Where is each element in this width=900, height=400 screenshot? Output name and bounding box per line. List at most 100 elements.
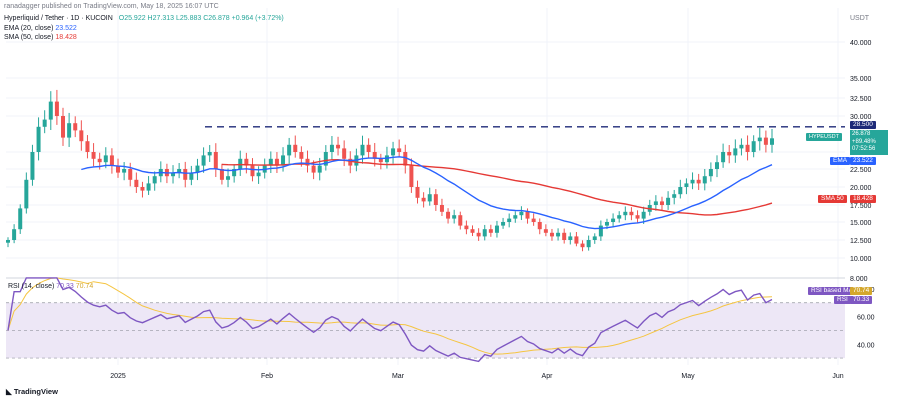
candle-body (293, 144, 298, 152)
candle (708, 162, 713, 182)
candle (623, 206, 628, 221)
rsi-ma-badge: 70.74 (850, 287, 873, 295)
candle-body (134, 179, 139, 187)
candle-body (409, 165, 414, 187)
candle (128, 162, 133, 187)
tv-logo-icon: ◣ (6, 387, 12, 396)
candle-body (702, 176, 707, 184)
candle-body (329, 144, 334, 152)
candle (446, 208, 451, 224)
candle-body (507, 218, 512, 222)
rsi-legend-label: RSI (14, close) (8, 283, 55, 290)
candle (116, 158, 121, 178)
candle-body (427, 194, 432, 202)
candle (684, 178, 689, 195)
candle-body (372, 152, 377, 159)
candle-body (562, 232, 567, 240)
candle-body (403, 152, 408, 166)
candle-body (439, 205, 444, 212)
bar-timer: 07:52:56 (852, 146, 876, 152)
candle-body (684, 183, 689, 187)
candle (287, 137, 292, 164)
candle-body (482, 229, 487, 237)
rsi-legend[interactable]: RSI (14, close) 70.33 70.74 (8, 282, 93, 291)
candle (336, 136, 341, 156)
candle (488, 224, 493, 237)
candle (666, 191, 671, 210)
candle (519, 206, 524, 221)
candle-body (446, 211, 451, 219)
candle-body (201, 155, 206, 166)
ema-legend-value: 23.522 (55, 25, 77, 32)
rsi-ma-tag: RSI based MA (808, 287, 856, 295)
candle (556, 228, 561, 241)
ema-legend[interactable]: EMA (20, close) 23.522 (4, 24, 77, 33)
candle-body (61, 116, 66, 138)
candle-body (244, 158, 249, 166)
sma-legend-label: SMA (50, close) (4, 34, 54, 41)
candle-body (281, 155, 286, 166)
rsi-legend-ma: 70.74 (75, 283, 94, 290)
candle (378, 153, 383, 170)
resistance-badge: 28.500 (850, 121, 876, 129)
candle (177, 163, 182, 179)
candle-body (721, 152, 726, 163)
candle (409, 158, 414, 193)
candle (140, 181, 145, 198)
candle (311, 160, 316, 180)
candle-body (641, 211, 646, 219)
candle-body (488, 229, 493, 233)
candle (598, 220, 603, 241)
candle (146, 176, 151, 195)
candle (635, 210, 640, 223)
ohlc-values: O25.922 H27.313 L25.883 C26.878 +0.964 (… (118, 15, 284, 22)
candle (751, 135, 756, 158)
candle (494, 220, 499, 238)
candle-body (116, 165, 121, 173)
time-tick-label: May (681, 373, 695, 380)
sma-legend-value: 18.428 (55, 34, 77, 41)
candle (348, 151, 353, 174)
candle-body (342, 148, 347, 159)
candle (415, 180, 420, 204)
candle (403, 144, 408, 174)
candle (134, 172, 139, 193)
candle (659, 196, 664, 211)
price-tick-label: 8.000 (850, 276, 868, 283)
candle (238, 150, 243, 176)
time-tick-label: Feb (261, 373, 273, 380)
candle (672, 189, 677, 205)
candle (757, 127, 762, 151)
candle-body (415, 187, 420, 198)
candle (464, 220, 469, 235)
candle (653, 195, 658, 211)
candle (189, 165, 194, 186)
candle (293, 135, 298, 158)
candle (54, 89, 59, 125)
sma-legend[interactable]: SMA (50, close) 18.428 (4, 33, 77, 42)
candle-body (232, 169, 237, 177)
candle (48, 91, 53, 130)
candle-body (464, 225, 469, 230)
candle (67, 112, 72, 147)
candle-body (678, 187, 683, 195)
tradingview-logo[interactable]: ◣ TradingView (6, 387, 58, 396)
candle-body (537, 222, 542, 230)
candle (702, 168, 707, 191)
last-price: 26.878 (852, 131, 871, 137)
candle (745, 135, 750, 161)
candle-body (18, 208, 23, 230)
candle-body (666, 197, 671, 205)
candle (439, 198, 444, 216)
candles (6, 89, 774, 252)
candle (458, 211, 463, 230)
candle-body (146, 183, 151, 191)
candle-body (586, 240, 591, 248)
candle (342, 140, 347, 167)
candle (122, 162, 127, 181)
candle-body (299, 152, 304, 159)
sma-line (221, 158, 773, 216)
candle-body (91, 152, 96, 159)
symbol-title[interactable]: Hyperliquid / Tether · 1D · KUCOIN (4, 15, 113, 22)
